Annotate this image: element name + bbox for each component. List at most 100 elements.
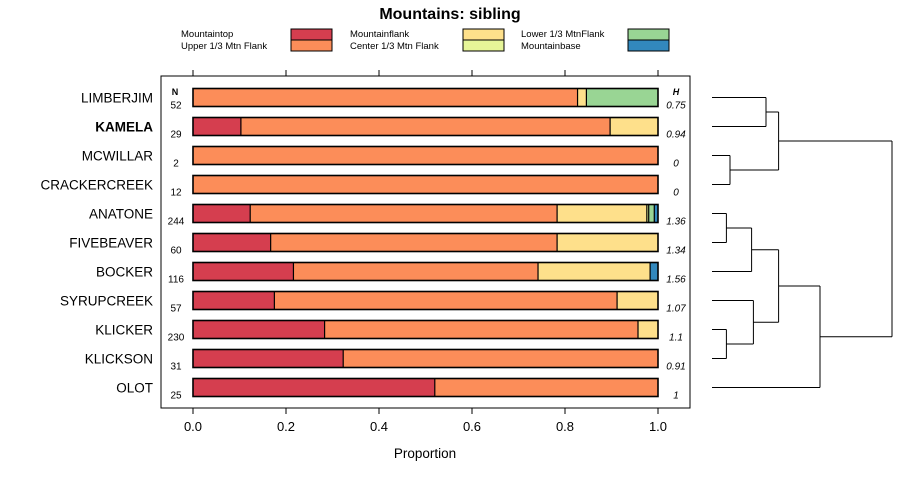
bar-segment: [343, 349, 658, 368]
x-axis-title: Proportion: [394, 446, 456, 461]
legend-label: Mountainflank: [350, 29, 409, 40]
bar-segment: [193, 378, 435, 397]
h-value: 1.1: [669, 333, 683, 344]
x-tick-label: 0.0: [184, 419, 202, 434]
bar-segment: [650, 262, 658, 281]
x-tick-label: 0.8: [556, 419, 574, 434]
bar-outline: [192, 290, 659, 311]
bar-outline: [192, 116, 659, 137]
n-value: 57: [170, 304, 182, 315]
legend-label: Mountainbase: [521, 41, 581, 52]
chart-title: Mountains: sibling: [379, 6, 520, 23]
bar-segment: [610, 117, 658, 136]
x-tick-label: 0.4: [370, 419, 388, 434]
bar-segment: [193, 320, 325, 339]
legend-label: Center 1/3 Mtn Flank: [350, 41, 439, 52]
bar-segment: [557, 233, 658, 252]
x-tick-label: 1.0: [649, 419, 667, 434]
row-label: BOCKER: [96, 265, 153, 280]
bar-segment: [324, 320, 639, 339]
bar-segment: [538, 262, 651, 281]
h-value: 1.56: [666, 275, 686, 286]
legend-label: Mountaintop: [181, 29, 233, 40]
bar-segment: [617, 291, 658, 310]
bar-outline: [192, 348, 659, 369]
bar-segment: [193, 349, 344, 368]
bar-segment: [250, 204, 558, 223]
plot-frame: [160, 75, 691, 409]
x-tick-label: 0.2: [277, 419, 295, 434]
bar-outline: [192, 87, 659, 108]
legend-swatch: [627, 39, 670, 52]
bar-segment: [240, 117, 611, 136]
n-value: 29: [170, 130, 182, 141]
n-value: 31: [170, 362, 182, 373]
n-value: 2: [173, 159, 179, 170]
x-tick-label: 0.6: [463, 419, 481, 434]
row-label: LIMBERJIM: [81, 91, 153, 106]
legend-swatch: [462, 39, 505, 52]
legend-label: Lower 1/3 MtnFlank: [521, 29, 605, 40]
row-label: KAMELA: [95, 120, 153, 135]
h-value: 0.91: [666, 362, 685, 373]
bar-segment: [193, 262, 294, 281]
bar-segment: [193, 175, 658, 194]
h-value: 1.36: [666, 217, 686, 228]
h-value: 1: [673, 391, 679, 402]
legend-label: Upper 1/3 Mtn Flank: [181, 41, 267, 52]
legend-swatch: [462, 28, 505, 41]
bar-segment: [646, 204, 649, 223]
bar-segment: [193, 146, 658, 165]
row-label: OLOT: [116, 381, 153, 396]
bar-outline: [192, 377, 659, 398]
row-label: MCWILLAR: [82, 149, 154, 164]
x-axis: 0.0 0.2 0.4 0.6 0.8 1.0: [184, 70, 667, 434]
n-value: 12: [170, 188, 182, 199]
row-label: FIVEBEAVER: [69, 236, 153, 251]
row-label: KLICKER: [95, 323, 153, 338]
bar-outline: [192, 174, 659, 195]
bar-segment: [293, 262, 539, 281]
bar-segment: [638, 320, 658, 339]
row-label: SYRUPCREEK: [60, 294, 153, 309]
bar-outline: [192, 232, 659, 253]
bar-segment: [648, 204, 655, 223]
bar-segment: [193, 291, 275, 310]
h-value: 1.07: [666, 304, 686, 315]
bar-segment: [274, 291, 618, 310]
n-value: 52: [170, 101, 182, 112]
bar-outline: [192, 319, 659, 340]
row-label: KLICKSON: [85, 352, 153, 367]
h-value: 0.75: [666, 101, 686, 112]
bar-outline: [192, 145, 659, 166]
n-column-header: N: [172, 87, 179, 97]
n-value: 244: [168, 217, 185, 228]
h-value: 1.34: [666, 246, 686, 257]
bar-segment: [654, 204, 658, 223]
row-label: ANATONE: [89, 207, 153, 222]
bar-segment: [586, 88, 658, 107]
h-value: 0.94: [666, 130, 686, 141]
n-value: 230: [168, 333, 185, 344]
bar-segment: [270, 233, 558, 252]
n-value: 25: [170, 391, 182, 402]
bar-outline: [192, 203, 659, 224]
bar-outline: [192, 261, 659, 282]
bar-segment: [193, 117, 241, 136]
legend-swatch: [290, 39, 333, 52]
n-value: 60: [170, 246, 182, 257]
bar-segment: [193, 204, 251, 223]
bar-segment: [434, 378, 658, 397]
n-value: 116: [168, 275, 184, 286]
bar-segment: [193, 88, 578, 107]
bar-rows: LIMBERJIM 52 0.75 KAMELA 29 0.94 MCWILLAR 2 0 CRA…: [40, 87, 686, 402]
legend-swatch: [627, 28, 670, 41]
bar-segment: [557, 204, 647, 223]
legend-swatch: [290, 28, 333, 41]
row-label: CRACKERCREEK: [40, 178, 153, 193]
h-value: 0: [673, 188, 679, 199]
bar-segment: [193, 233, 271, 252]
